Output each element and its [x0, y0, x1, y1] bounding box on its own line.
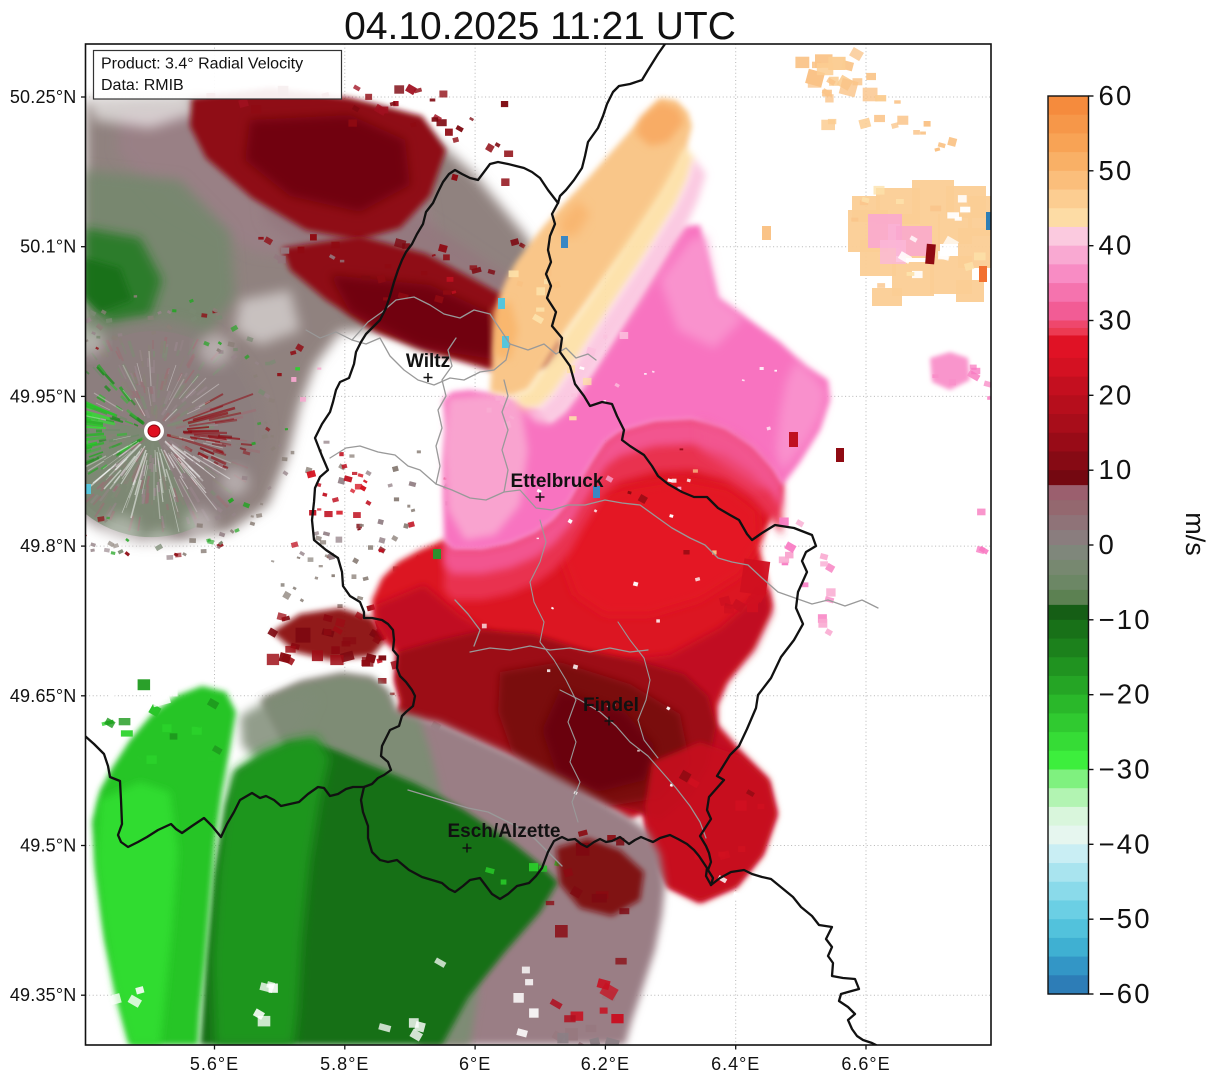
svg-text:50.25°N: 50.25°N — [10, 87, 77, 107]
svg-text:−30: −30 — [1099, 754, 1152, 785]
svg-text:04.10.2025 11:21 UTC: 04.10.2025 11:21 UTC — [344, 5, 736, 48]
svg-text:−10: −10 — [1099, 604, 1152, 635]
svg-text:0: 0 — [1099, 529, 1117, 560]
svg-text:49.95°N: 49.95°N — [10, 386, 77, 406]
svg-text:10: 10 — [1099, 454, 1134, 485]
svg-text:−40: −40 — [1099, 828, 1152, 859]
svg-text:Data: RMIB: Data: RMIB — [101, 77, 184, 94]
svg-text:Findel: Findel — [583, 695, 639, 716]
svg-text:50: 50 — [1099, 155, 1134, 186]
svg-text:−60: −60 — [1099, 978, 1152, 1009]
svg-text:50.1°N: 50.1°N — [20, 237, 76, 257]
svg-text:5.8°E: 5.8°E — [320, 1054, 369, 1074]
svg-text:−20: −20 — [1099, 679, 1152, 710]
svg-text:20: 20 — [1099, 379, 1134, 410]
svg-text:6.2°E: 6.2°E — [581, 1054, 630, 1074]
svg-text:49.35°N: 49.35°N — [10, 985, 77, 1005]
svg-text:m/s: m/s — [1180, 512, 1207, 556]
svg-text:6.6°E: 6.6°E — [841, 1054, 890, 1074]
svg-text:Product: 3.4° Radial Velocity: Product: 3.4° Radial Velocity — [101, 56, 303, 73]
svg-text:Esch/Alzette: Esch/Alzette — [448, 821, 561, 842]
svg-text:Ettelbruck: Ettelbruck — [511, 471, 604, 492]
svg-text:5.6°E: 5.6°E — [190, 1054, 239, 1074]
svg-text:−50: −50 — [1099, 903, 1152, 934]
svg-text:49.5°N: 49.5°N — [20, 836, 76, 856]
svg-text:40: 40 — [1099, 230, 1134, 261]
svg-text:49.65°N: 49.65°N — [10, 686, 77, 706]
svg-text:6.4°E: 6.4°E — [711, 1054, 760, 1074]
svg-text:Wiltz: Wiltz — [406, 351, 450, 372]
svg-text:60: 60 — [1099, 80, 1134, 111]
svg-text:49.8°N: 49.8°N — [20, 536, 76, 556]
svg-text:30: 30 — [1099, 305, 1134, 336]
svg-text:6°E: 6°E — [459, 1054, 491, 1074]
